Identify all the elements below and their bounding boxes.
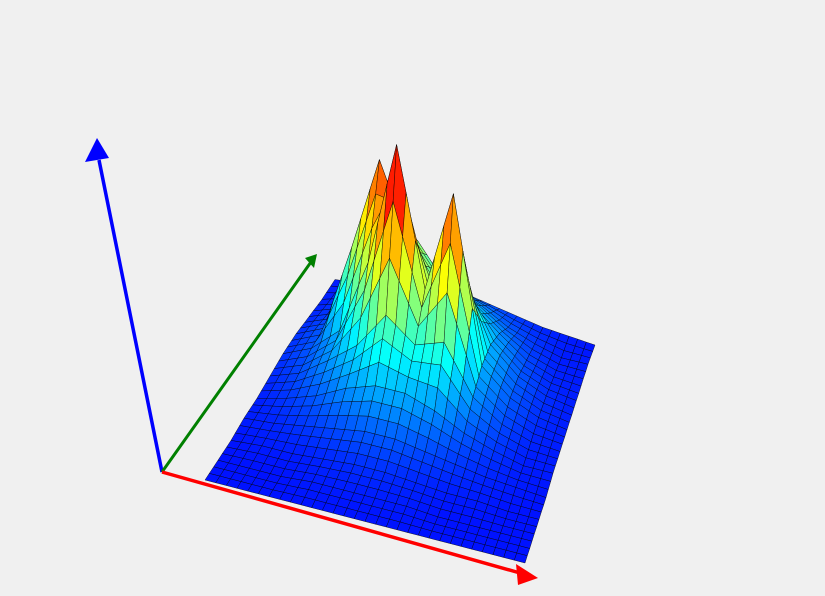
x-axis — [161, 470, 521, 575]
y-axis-arrow — [305, 254, 317, 268]
z-axis-arrow — [85, 138, 109, 162]
z-axis — [97, 159, 164, 473]
surface-cell — [514, 552, 528, 564]
x-axis-arrow — [516, 564, 538, 585]
surface-mesh — [204, 144, 596, 564]
y-axis — [160, 261, 313, 473]
